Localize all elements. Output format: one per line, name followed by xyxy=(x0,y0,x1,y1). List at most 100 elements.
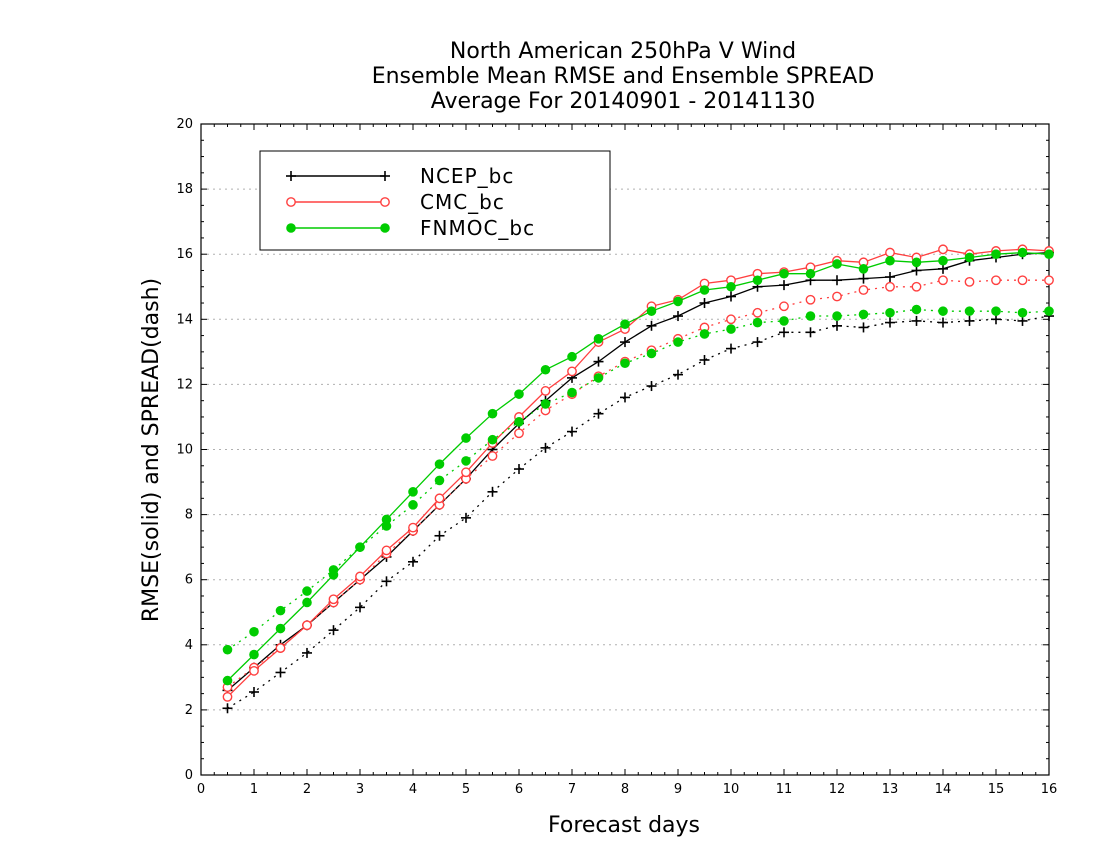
point-ncep-bc-spread xyxy=(249,686,259,697)
point-cmc-bc-spread xyxy=(726,314,736,325)
point-fnmoc-bc-spread xyxy=(805,311,816,321)
y-tick-label: 18 xyxy=(176,182,193,197)
x-tick-label: 10 xyxy=(723,782,740,797)
point-fnmoc-bc-rmse xyxy=(461,433,471,443)
point-fnmoc-bc-spread xyxy=(461,456,471,466)
point-fnmoc-bc-rmse xyxy=(408,487,418,497)
point-ncep-bc-spread xyxy=(805,327,816,338)
point-cmc-bc-spread xyxy=(832,291,842,302)
series-fnmoc-bc-spread-line xyxy=(227,308,1050,651)
chart-title-line-2: Ensemble Mean RMSE and Ensemble SPREAD xyxy=(372,64,875,89)
point-ncep-bc-rmse xyxy=(726,291,736,302)
y-tick-label: 8 xyxy=(185,508,193,523)
point-ncep-bc-rmse xyxy=(646,320,657,331)
point-cmc-bc-rmse xyxy=(222,691,233,702)
point-fnmoc-bc-rmse xyxy=(514,389,524,399)
point-ncep-bc-rmse xyxy=(885,271,895,282)
point-ncep-bc-rmse xyxy=(779,280,789,291)
x-tick-label: 11 xyxy=(776,782,793,797)
point-ncep-bc-spread xyxy=(222,703,233,714)
point-ncep-bc-rmse xyxy=(593,356,604,367)
legend-marker xyxy=(286,223,296,233)
series-cmc-bc-rmse-line xyxy=(227,248,1050,698)
point-fnmoc-bc-rmse xyxy=(1017,247,1028,258)
series-layer xyxy=(222,244,1054,714)
point-fnmoc-bc-spread xyxy=(408,500,418,510)
point-cmc-bc-rmse xyxy=(381,545,392,556)
x-tick-label: 14 xyxy=(935,782,952,797)
point-fnmoc-bc-rmse xyxy=(434,459,445,469)
legend-label: FNMOC_bc xyxy=(420,216,535,240)
point-ncep-bc-spread xyxy=(328,625,339,636)
point-fnmoc-bc-rmse xyxy=(328,570,339,580)
point-cmc-bc-rmse xyxy=(540,386,551,396)
point-fnmoc-bc-rmse xyxy=(487,408,498,419)
point-cmc-bc-rmse xyxy=(434,493,445,504)
point-ncep-bc-rmse xyxy=(620,337,630,348)
point-fnmoc-bc-spread xyxy=(726,324,736,334)
point-ncep-bc-spread xyxy=(964,315,975,326)
x-tick-label: 12 xyxy=(829,782,846,797)
point-fnmoc-bc-rmse xyxy=(355,542,365,552)
legend-label: CMC_bc xyxy=(420,190,505,214)
point-ncep-bc-spread xyxy=(355,602,365,613)
point-fnmoc-bc-rmse xyxy=(620,319,630,329)
y-tick-label: 20 xyxy=(176,117,193,132)
point-ncep-bc-spread xyxy=(938,317,948,328)
y-tick-label: 16 xyxy=(176,247,193,262)
point-cmc-bc-rmse xyxy=(885,247,895,258)
point-cmc-bc-rmse xyxy=(355,571,365,582)
point-fnmoc-bc-spread xyxy=(752,317,763,328)
legend-label: NCEP_bc xyxy=(420,164,514,188)
point-ncep-bc-spread xyxy=(752,337,763,348)
point-fnmoc-bc-spread xyxy=(673,337,683,347)
point-fnmoc-bc-rmse xyxy=(249,649,259,660)
x-tick-label: 9 xyxy=(674,782,682,797)
point-fnmoc-bc-spread xyxy=(779,316,789,326)
point-fnmoc-bc-spread xyxy=(1017,307,1028,318)
x-tick-label: 3 xyxy=(356,782,364,797)
chart-title-line-1: North American 250hPa V Wind xyxy=(450,39,796,64)
point-fnmoc-bc-spread xyxy=(832,311,842,321)
point-cmc-bc-rmse xyxy=(567,366,577,377)
point-fnmoc-bc-rmse xyxy=(673,296,683,307)
point-fnmoc-bc-spread xyxy=(567,387,577,398)
point-cmc-bc-spread xyxy=(1044,275,1054,286)
point-ncep-bc-rmse xyxy=(673,311,683,322)
y-tick-label: 12 xyxy=(176,377,193,392)
point-cmc-bc-spread xyxy=(885,281,895,292)
x-tick-label: 13 xyxy=(882,782,899,797)
x-tick-label: 1 xyxy=(250,782,258,797)
point-cmc-bc-spread xyxy=(964,276,975,287)
point-ncep-bc-spread xyxy=(673,369,683,380)
chart-title-line-3: Average For 20140901 - 20141130 xyxy=(431,89,816,114)
y-tick-label: 10 xyxy=(176,443,193,458)
point-ncep-bc-spread xyxy=(911,315,922,326)
point-cmc-bc-spread xyxy=(752,307,763,318)
point-cmc-bc-rmse xyxy=(938,244,948,255)
chart-title: North American 250hPa V Wind Ensemble Me… xyxy=(372,39,875,114)
point-fnmoc-bc-rmse xyxy=(381,514,392,525)
point-fnmoc-bc-rmse xyxy=(964,252,975,263)
x-tick-label: 0 xyxy=(197,782,205,797)
legend-item-fnmoc-bc: FNMOC_bc xyxy=(286,216,535,240)
point-ncep-bc-spread xyxy=(885,317,895,328)
point-fnmoc-bc-rmse xyxy=(911,257,922,268)
point-fnmoc-bc-rmse xyxy=(567,351,577,362)
point-ncep-bc-rmse xyxy=(858,273,869,284)
point-ncep-bc-spread xyxy=(620,392,630,403)
y-tick-label: 2 xyxy=(185,703,193,718)
point-fnmoc-bc-spread xyxy=(540,399,551,409)
legend-marker xyxy=(286,197,296,207)
y-tick-label: 14 xyxy=(176,312,193,327)
point-ncep-bc-spread xyxy=(726,343,736,354)
point-fnmoc-bc-spread xyxy=(275,605,286,616)
point-cmc-bc-rmse xyxy=(408,522,418,533)
point-fnmoc-bc-spread xyxy=(938,306,948,316)
point-fnmoc-bc-spread xyxy=(1044,306,1054,316)
point-fnmoc-bc-spread xyxy=(885,307,895,318)
point-fnmoc-bc-rmse xyxy=(726,281,736,292)
point-fnmoc-bc-spread xyxy=(514,417,524,427)
point-ncep-bc-rmse xyxy=(911,265,922,276)
series-cmc-bc xyxy=(222,244,1054,702)
